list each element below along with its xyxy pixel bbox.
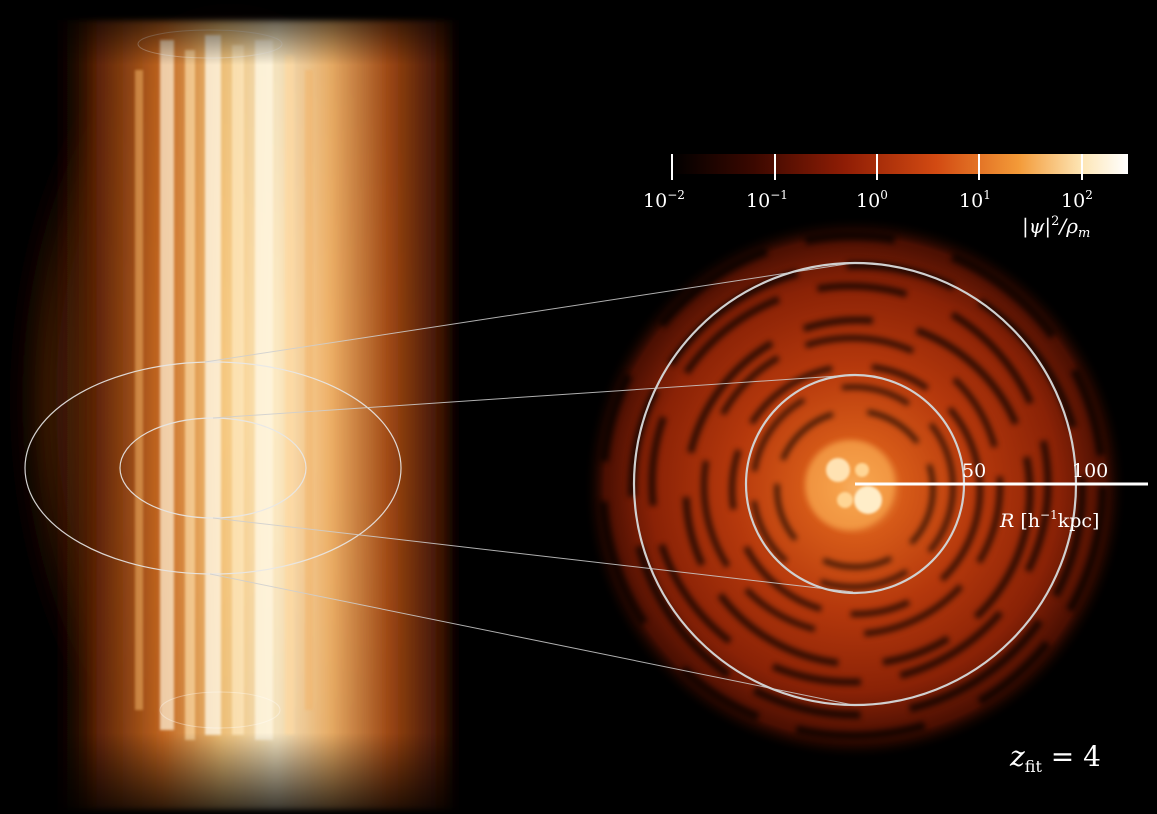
radial-tick-label-50: 50 <box>962 460 987 482</box>
colorbar-gradient <box>671 154 1128 174</box>
redshift-label: zfit = 4 <box>1010 740 1101 776</box>
colorbar-tick-label-1: 10−2 <box>643 188 685 212</box>
halo-slice <box>583 216 1127 760</box>
radial-axis-label: R [h−1kpc] <box>1000 508 1100 532</box>
colorbar-title: |ψ|2/ρm <box>1022 214 1091 241</box>
colorbar <box>671 154 1128 180</box>
colorbar-tick-label-4: 101 <box>959 188 991 212</box>
colorbar-tick-label-3: 100 <box>856 188 888 212</box>
connector-lines <box>204 262 854 706</box>
radial-tick-label-100: 100 <box>1072 460 1109 482</box>
filament-column <box>0 0 520 814</box>
colorbar-tick-label-2: 10−1 <box>746 188 788 212</box>
colorbar-tick-label-5: 102 <box>1061 188 1093 212</box>
